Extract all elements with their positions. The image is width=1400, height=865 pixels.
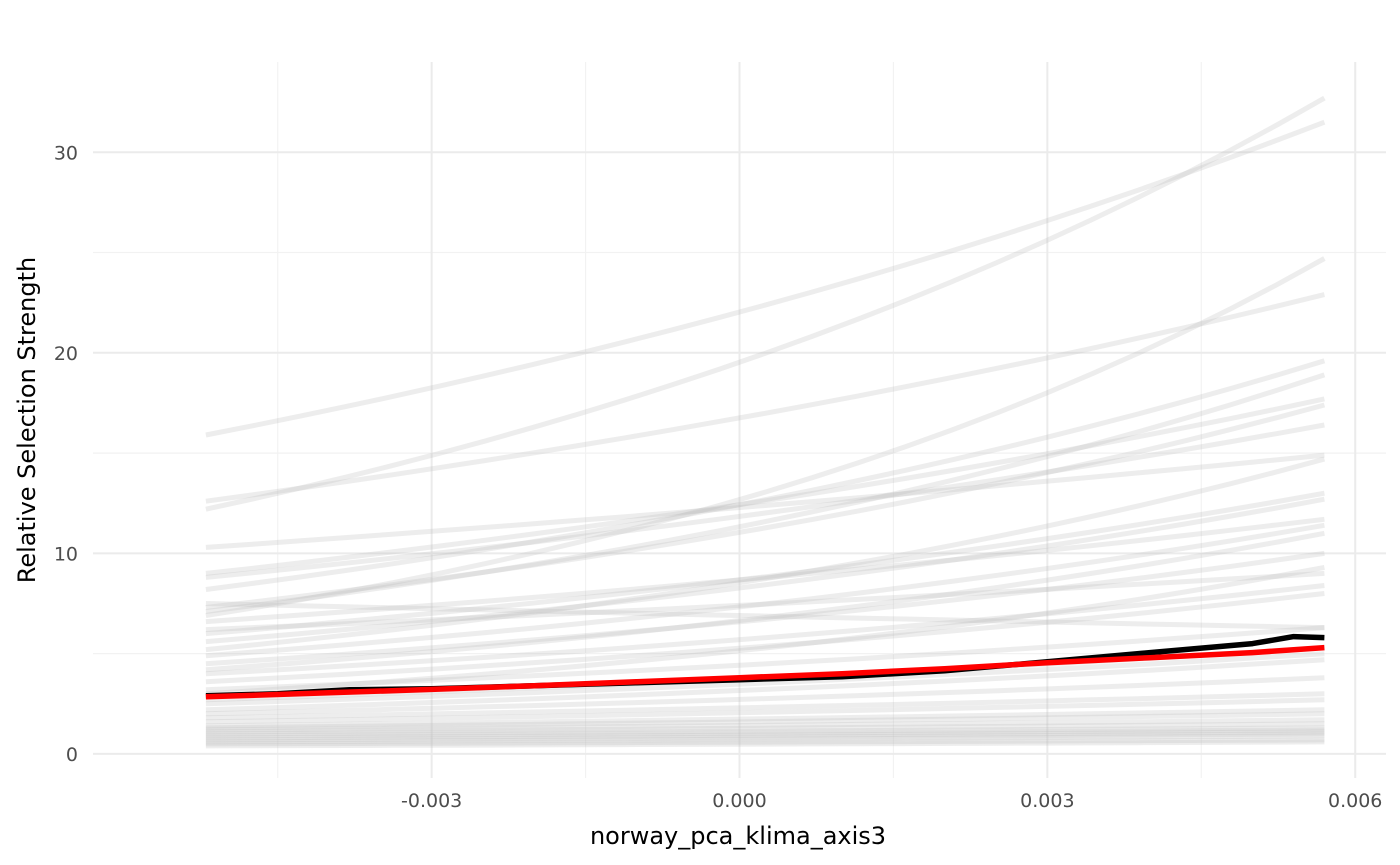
individual-curve	[205, 396, 1325, 576]
individual-curve	[205, 119, 1326, 438]
individual-curve	[205, 733, 1325, 745]
individual-curve	[205, 95, 1326, 512]
y-tick-labels: 0 10 20 30	[54, 142, 78, 766]
y-tick-label: 10	[54, 543, 78, 565]
individual-curve	[205, 691, 1325, 721]
individual-curve	[205, 292, 1325, 504]
x-tick-label: 0.000	[712, 790, 766, 812]
individual-curve	[205, 456, 1326, 653]
individual-curves	[205, 95, 1326, 749]
individual-curve	[205, 530, 1325, 673]
individual-curve	[205, 550, 1325, 667]
individual-curve	[205, 256, 1326, 618]
x-tick-label: 0.006	[1328, 790, 1382, 812]
fitted-series-line	[205, 644, 1325, 700]
individual-curve	[205, 496, 1325, 645]
individual-curve	[205, 564, 1325, 697]
individual-curve	[205, 372, 1326, 614]
individual-curve	[205, 651, 1325, 707]
individual-curve	[205, 522, 1325, 659]
individual-curve	[205, 737, 1325, 747]
individual-curve	[205, 711, 1325, 731]
individual-curve	[205, 657, 1325, 713]
grid-major	[93, 62, 1386, 778]
individual-curve	[205, 490, 1325, 637]
y-tick-label: 0	[66, 744, 78, 766]
individual-curve	[205, 725, 1325, 737]
x-tick-label: 0.003	[1020, 790, 1074, 812]
individual-curve	[205, 731, 1325, 743]
individual-curve	[205, 583, 1325, 677]
individual-curve	[205, 675, 1325, 717]
y-axis-title: Relative Selection Strength	[13, 257, 41, 583]
individual-curve	[205, 721, 1325, 735]
individual-curve	[205, 697, 1325, 725]
x-tick-labels: -0.003 0.000 0.003 0.006	[401, 790, 1382, 812]
individual-curve	[205, 402, 1326, 610]
individual-curve	[205, 739, 1325, 749]
individual-curve	[205, 452, 1325, 550]
individual-curve	[205, 707, 1325, 729]
individual-curve	[205, 570, 1325, 633]
y-tick-label: 30	[54, 142, 78, 164]
individual-curve	[205, 601, 1325, 631]
main-series	[205, 633, 1325, 700]
individual-curve	[205, 591, 1325, 685]
x-axis-title: norway_pca_klima_axis3	[590, 822, 886, 850]
individual-curve	[205, 727, 1325, 739]
individual-curve	[205, 516, 1325, 625]
individual-curve	[205, 717, 1325, 733]
individual-curve	[205, 625, 1325, 693]
y-tick-label: 20	[54, 343, 78, 365]
individual-curve	[205, 729, 1325, 741]
individual-curve	[205, 422, 1325, 580]
x-tick-label: -0.003	[401, 790, 462, 812]
individual-curve	[205, 358, 1326, 592]
